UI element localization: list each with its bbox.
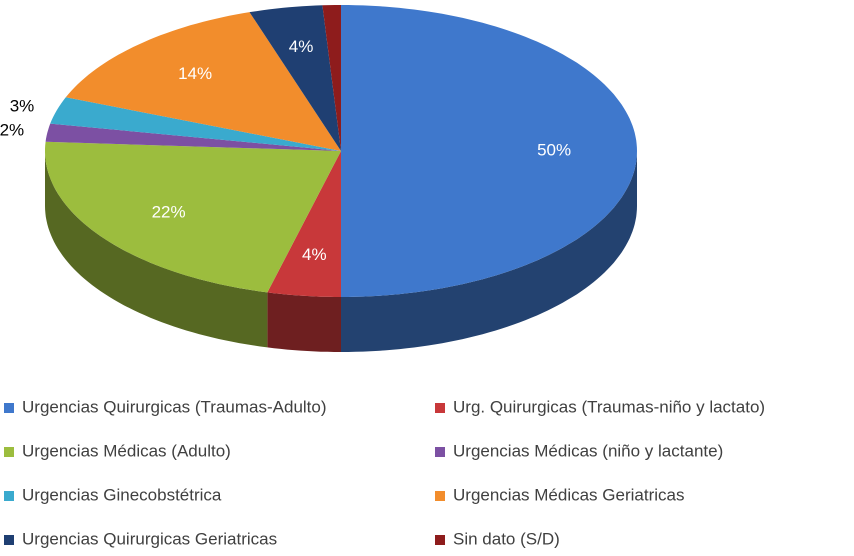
legend-label: Urgencias Ginecobstétrica — [22, 485, 222, 504]
slice — [50, 97, 341, 151]
data-label: 4% — [289, 37, 314, 56]
slice — [45, 123, 341, 151]
data-label: 4% — [302, 245, 327, 264]
data-label: 22% — [152, 202, 186, 221]
legend-swatch — [4, 403, 14, 413]
legend-swatch — [435, 403, 445, 413]
slice — [65, 12, 342, 151]
legend-swatch — [435, 447, 445, 457]
legend-swatch — [435, 535, 445, 545]
slice-side — [45, 151, 268, 348]
data-label: 14% — [178, 64, 212, 83]
legend-label: Sin dato (S/D) — [453, 529, 560, 548]
slice — [45, 141, 341, 293]
data-label: 3% — [10, 96, 35, 115]
slice — [267, 151, 341, 297]
legend-swatch — [4, 491, 14, 501]
legend-swatch — [4, 535, 14, 545]
legend-label: Urgencias Quirurgicas Geriatricas — [22, 529, 277, 548]
slice — [322, 5, 341, 151]
legend-label: Urgencias Médicas (niño y lactante) — [453, 441, 723, 460]
data-label: 50% — [537, 140, 571, 159]
data-label: 2% — [0, 121, 24, 140]
slice-side — [267, 292, 341, 352]
legend-swatch — [435, 491, 445, 501]
legend-label: Urg. Quirurgicas (Traumas-niño y lactato… — [453, 397, 765, 416]
legend-swatch — [4, 447, 14, 457]
legend-label: Urgencias Médicas (Adulto) — [22, 441, 231, 460]
slice — [341, 5, 637, 297]
slice — [249, 5, 341, 151]
legend-label: Urgencias Médicas Geriatricas — [453, 485, 684, 504]
slice-side — [341, 151, 637, 352]
legend-label: Urgencias Quirurgicas (Traumas-Adulto) — [22, 397, 327, 416]
